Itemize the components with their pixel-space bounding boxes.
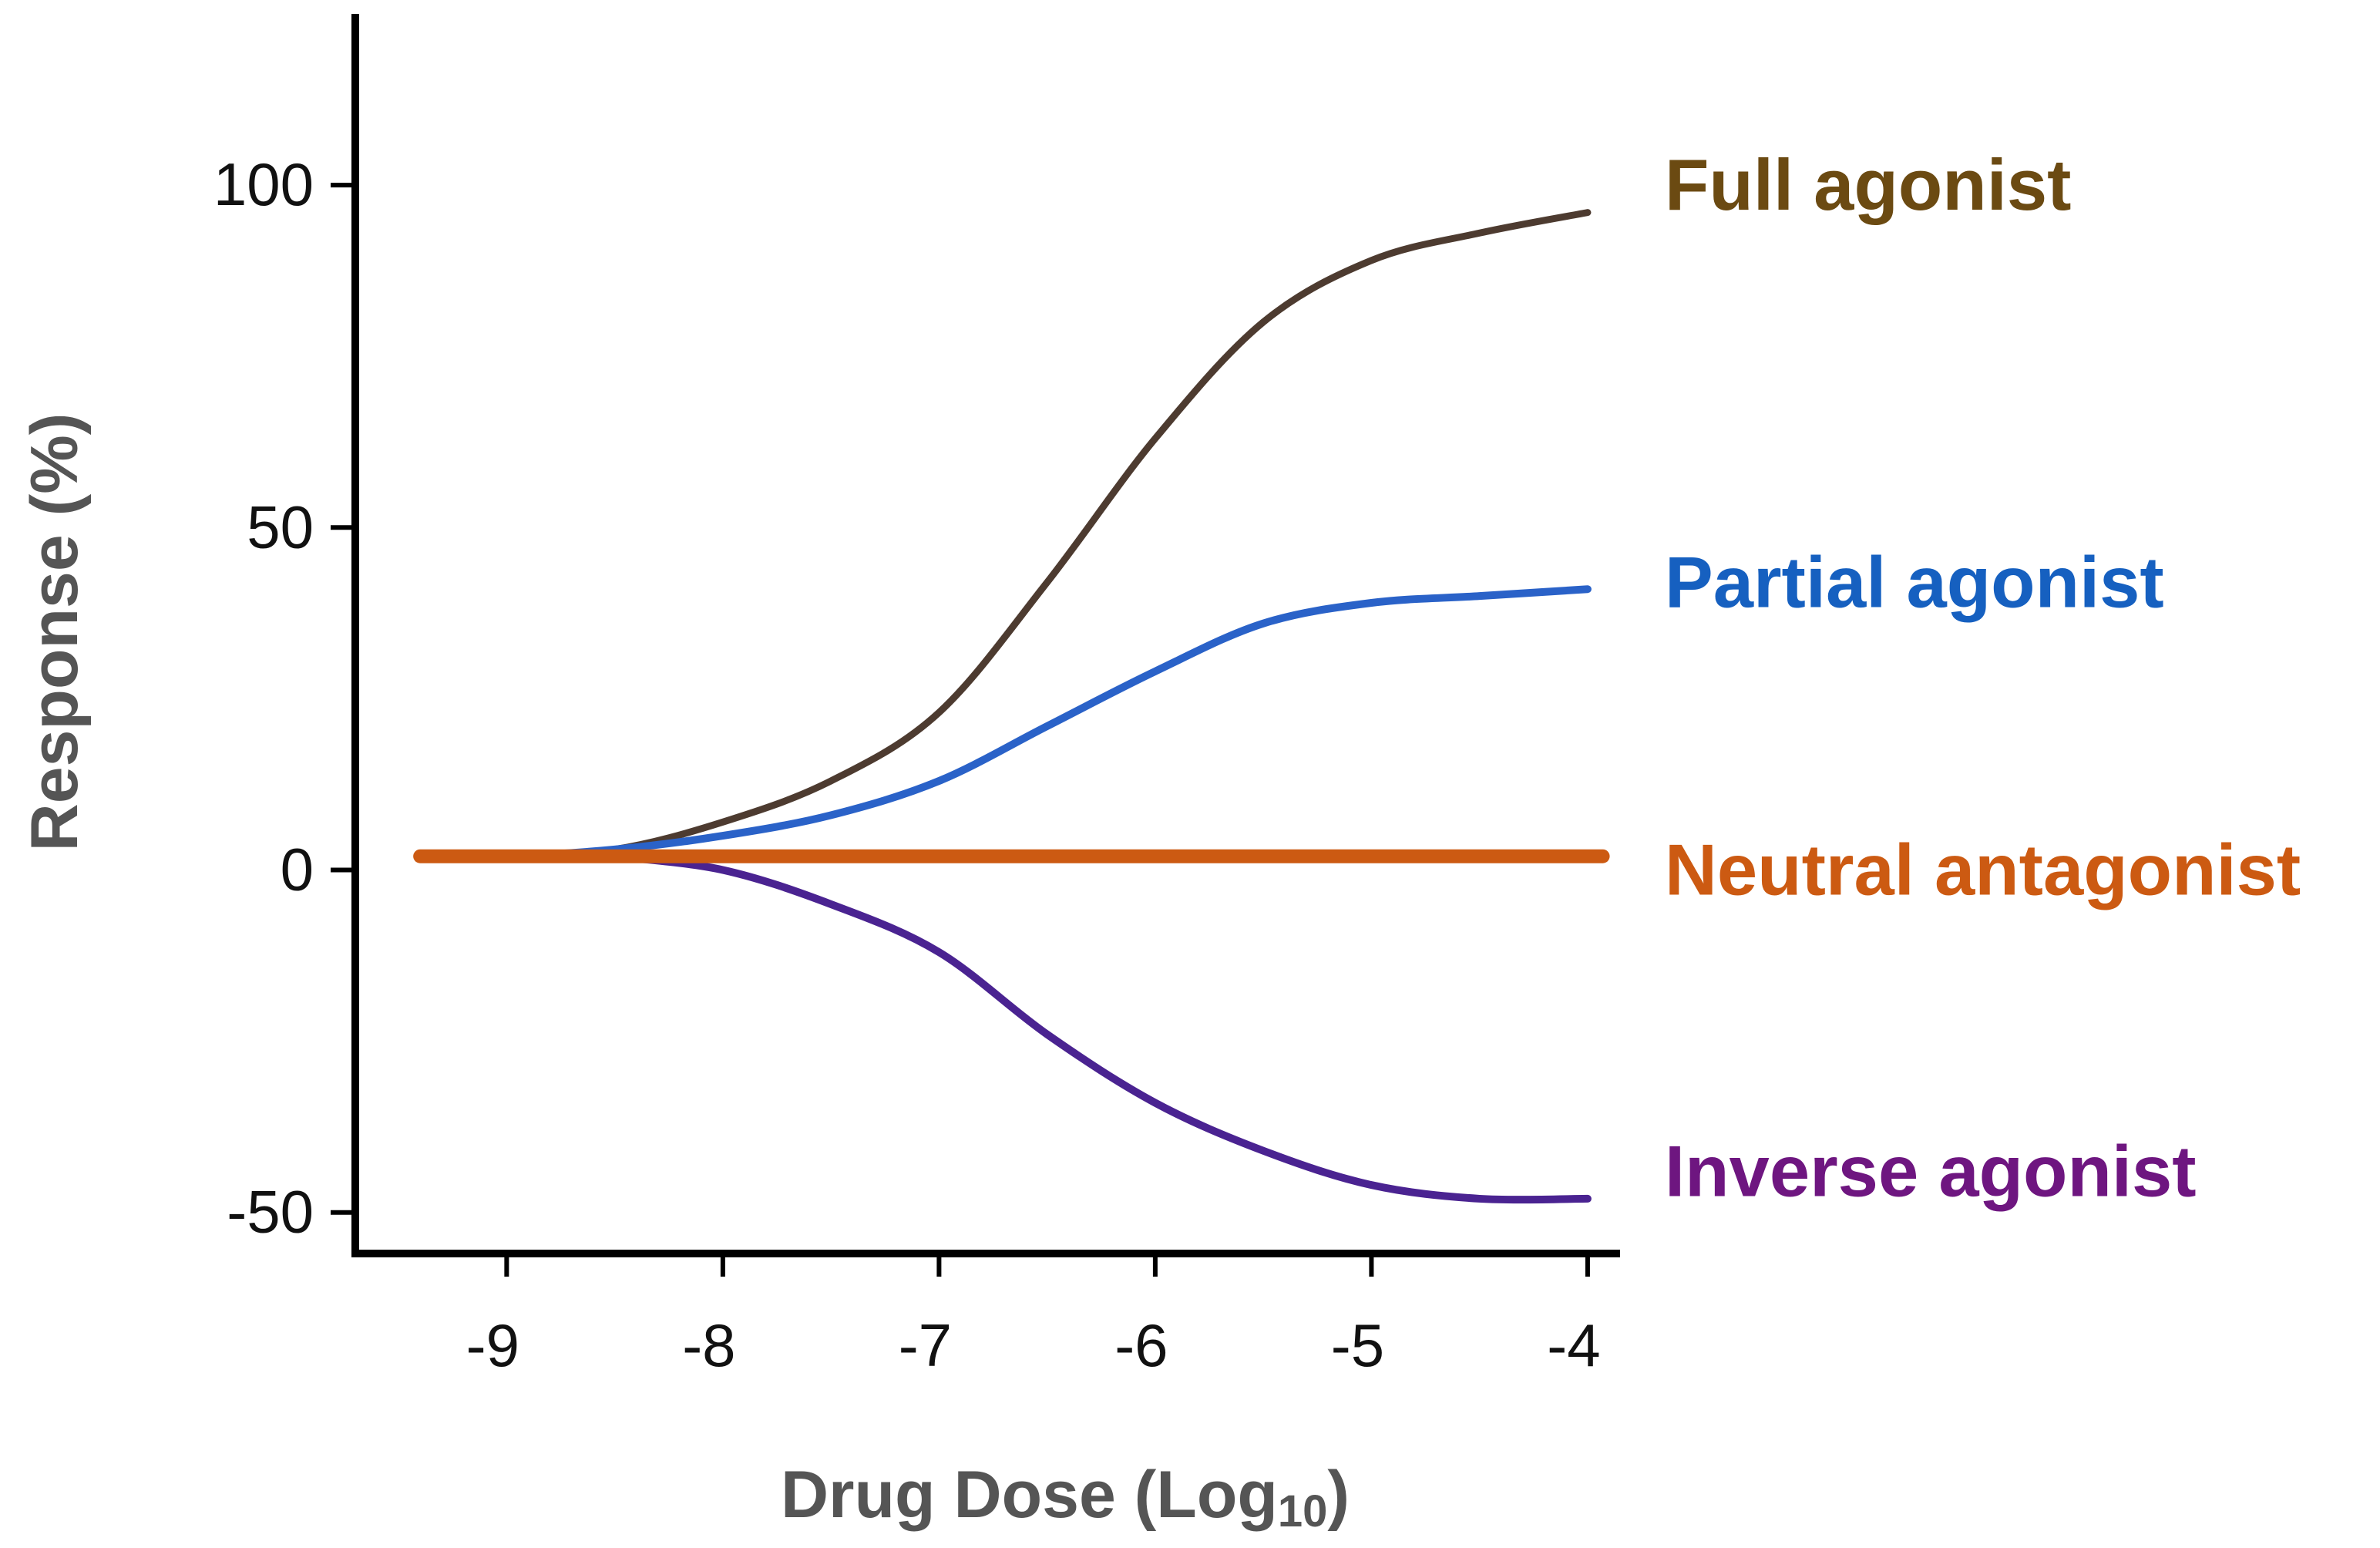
series-layer bbox=[413, 209, 1610, 1204]
x-tick-label: -4 bbox=[1547, 1311, 1600, 1379]
y-tick-label: 100 bbox=[213, 150, 314, 218]
x-tick-label: -5 bbox=[1331, 1311, 1384, 1379]
x-axis-title: Drug Dose (Log10) bbox=[781, 1458, 1350, 1536]
x-tick-label: -6 bbox=[1114, 1311, 1168, 1379]
full-agonist-curve bbox=[416, 209, 1592, 860]
axes-layer bbox=[351, 14, 1620, 1257]
partial-agonist-label: Partial agonist bbox=[1665, 541, 2164, 622]
partial-agonist-curve bbox=[416, 585, 1592, 861]
ticks-layer: -9 -8 -7 -6 -5 -4 100 50 0 -50 bbox=[213, 150, 1601, 1379]
x-tick-label: -8 bbox=[682, 1311, 735, 1379]
full-agonist-label: Full agonist bbox=[1665, 144, 2071, 225]
neutral-antagonist-label: Neutral antagonist bbox=[1665, 829, 2301, 910]
y-tick-label: 0 bbox=[281, 835, 314, 903]
inverse-agonist-curve bbox=[610, 852, 1592, 1204]
inverse-agonist-label: Inverse agonist bbox=[1665, 1130, 2197, 1211]
x-tick-label: -7 bbox=[899, 1311, 952, 1379]
x-tick-label: -9 bbox=[466, 1311, 519, 1379]
y-tick-label: 50 bbox=[247, 493, 314, 560]
y-tick-label: -50 bbox=[227, 1178, 314, 1246]
x-axis-title-subscript: 10 bbox=[1278, 1486, 1328, 1536]
y-axis-title: Response (%) bbox=[18, 413, 92, 852]
series-labels-layer: Full agonist Partial agonist Neutral antag… bbox=[1665, 144, 2301, 1211]
x-axis-title-close: ) bbox=[1327, 1458, 1350, 1532]
x-axis-title-main: Drug Dose (Log bbox=[781, 1458, 1278, 1532]
